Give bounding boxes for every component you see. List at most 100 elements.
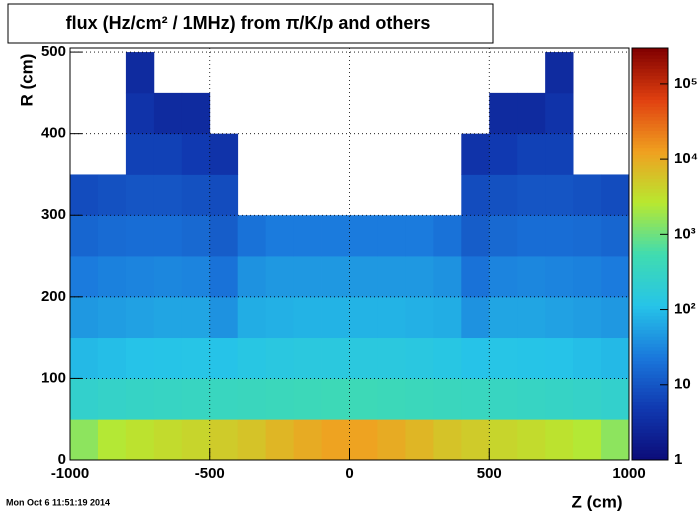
heatmap-cell: [153, 215, 183, 257]
color-bar-segment: [632, 367, 668, 372]
heatmap-cell: [70, 378, 99, 420]
color-bar-segment: [632, 308, 668, 313]
heatmap-cell: [461, 337, 490, 379]
color-bar-segment: [632, 329, 668, 334]
x-axis-label: Z (cm): [572, 492, 623, 511]
heatmap-cell: [153, 92, 183, 135]
heatmap-cell: [209, 378, 239, 420]
color-bar-segment: [632, 278, 668, 282]
color-bar-segment: [632, 374, 668, 379]
heatmap-cell: [293, 296, 322, 339]
color-bar-segment: [632, 123, 668, 128]
color-bar-segment: [632, 78, 668, 83]
timestamp: Mon Oct 6 11:51:19 2014: [6, 497, 110, 507]
heatmap-cell: [489, 337, 518, 379]
heatmap-cell: [293, 419, 322, 461]
color-bar-segment: [632, 240, 668, 245]
heatmap-cell: [349, 378, 378, 420]
color-bar-segment: [632, 75, 668, 80]
heatmap-cell: [405, 215, 434, 257]
heatmap-cell: [125, 256, 155, 298]
color-bar-segment: [632, 48, 668, 52]
heatmap-cell: [237, 378, 267, 420]
color-bar-segment: [632, 384, 668, 389]
heatmap-cell: [377, 337, 406, 379]
color-bar-segment: [632, 418, 668, 423]
heatmap-cell: [97, 215, 127, 257]
heatmap-cell: [489, 133, 518, 175]
heatmap-cell: [181, 174, 211, 216]
color-bar-segment: [632, 264, 668, 269]
color-bar-segment: [632, 405, 668, 409]
color-bar-segment: [632, 247, 668, 252]
color-bar-segment: [632, 312, 668, 317]
heatmap-cell: [97, 378, 127, 420]
heatmap-cell: [405, 296, 434, 339]
heatmap-cell: [433, 337, 462, 379]
color-bar-segment: [632, 411, 668, 416]
color-bar-segment: [632, 425, 668, 430]
heatmap-cell: [601, 215, 630, 257]
color-bar-segment: [632, 398, 668, 403]
chart-title: flux (Hz/cm² / 1MHz) from π/K/p and othe…: [66, 13, 431, 33]
color-bar-segment: [632, 281, 668, 286]
heatmap-cell: [489, 215, 518, 257]
heatmap-cell: [573, 337, 602, 379]
heatmap-cell: [517, 296, 546, 339]
heatmap-cell: [573, 296, 602, 339]
color-bar-segment: [632, 185, 668, 190]
x-tick-label: -500: [195, 465, 225, 482]
heatmap-cell: [349, 256, 378, 298]
heatmap-cell: [321, 256, 350, 298]
heatmap-cell: [545, 419, 574, 461]
color-bar-segment: [632, 449, 668, 454]
color-bar-segment: [632, 223, 668, 228]
axes: -1000 -500 0 500 1000 0 100 200 300 400 500: [41, 43, 646, 482]
y-tick-label: 100: [41, 369, 66, 386]
z-tick-label: 10³: [674, 225, 696, 242]
heatmap-cell: [489, 174, 518, 216]
color-bar-segment: [632, 456, 668, 461]
heatmap-cell: [237, 215, 267, 257]
heatmap-cell: [181, 215, 211, 257]
color-bar-segment: [632, 171, 668, 176]
color-bar-segment: [632, 236, 668, 241]
color-bar-segment: [632, 120, 668, 125]
heatmap-cell: [70, 337, 99, 379]
color-bar-segment: [632, 192, 668, 197]
y-tick-label: 0: [58, 451, 66, 468]
heatmap-cell: [461, 215, 490, 257]
heatmap-cell: [601, 296, 630, 339]
color-bar-segment: [632, 429, 668, 434]
color-bar-segment: [632, 219, 668, 224]
color-bar-segment: [632, 126, 668, 131]
color-bar-segment: [632, 250, 668, 255]
color-bar-segment: [632, 205, 668, 210]
heatmap-cell: [545, 215, 574, 257]
heatmap-cell: [461, 419, 490, 461]
heatmap-cell: [545, 337, 574, 379]
color-bar-segment: [632, 199, 668, 203]
heatmap-cell: [125, 92, 155, 135]
heatmap-cell: [293, 215, 322, 257]
heatmap-cell: [97, 256, 127, 298]
color-bar-segment: [632, 370, 668, 375]
color-bar-segment: [632, 284, 668, 289]
heatmap-cell: [405, 337, 434, 379]
heatmap-cell: [181, 92, 211, 135]
heatmap-cell: [573, 419, 602, 461]
color-bar-segment: [632, 432, 668, 437]
color-bar-segment: [632, 336, 668, 341]
x-tick-label: 0: [345, 465, 353, 482]
color-bar-segment: [632, 401, 668, 406]
color-bar-segment: [632, 435, 668, 440]
z-tick-label: 10²: [674, 301, 696, 318]
heatmap-cell: [545, 256, 574, 298]
heatmap-cell: [321, 337, 350, 379]
heatmap-cell: [209, 174, 239, 216]
heatmap-cell: [573, 256, 602, 298]
heatmap-cell: [601, 337, 630, 379]
heatmap-cell: [517, 256, 546, 298]
color-bar-segment: [632, 267, 668, 272]
color-bar-segment: [632, 339, 668, 344]
